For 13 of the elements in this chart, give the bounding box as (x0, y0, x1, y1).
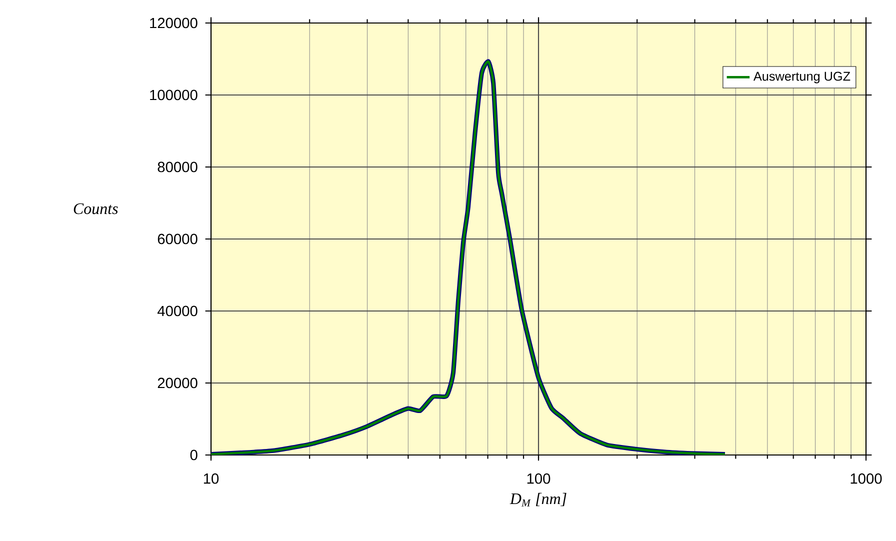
y-tick-label: 100000 (150, 90, 198, 100)
legend-label: Auswertung UGZ (753, 72, 850, 84)
y-axis-title: Counts (74, 203, 118, 214)
x-tick-label: 1000 (850, 473, 882, 484)
y-tick-label: 80000 (158, 162, 198, 172)
x-axis-title: D$_{M}$ [nm] (510, 492, 566, 506)
y-tick-label: 0 (190, 450, 198, 460)
x-tick-label: 10 (204, 473, 219, 484)
y-tick-label: 40000 (157, 306, 198, 316)
y-tick-label: 20000 (158, 378, 198, 388)
x-tick-label: 100 (527, 473, 550, 484)
y-tick-label: 120000 (150, 18, 198, 28)
y-tick-label: 60000 (158, 234, 198, 244)
